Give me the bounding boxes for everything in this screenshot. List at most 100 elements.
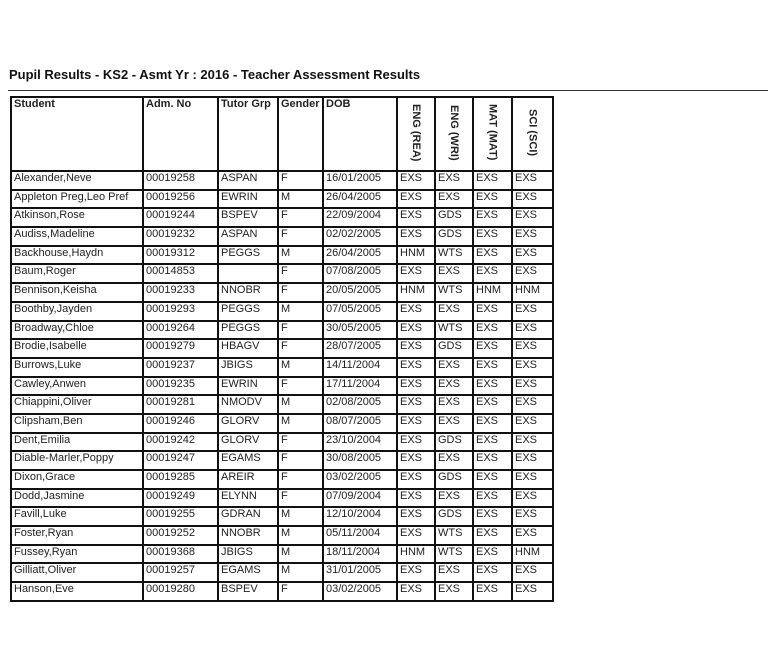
cell-eng-rea: EXS — [396, 581, 436, 602]
cell-student: Dent,Emilia — [10, 431, 144, 453]
cell-eng-rea: EXS — [396, 394, 436, 415]
header-gender[interactable]: Gender — [277, 96, 324, 172]
cell-eng-wri: WTS — [434, 282, 474, 303]
cell-adm-no: 00019257 — [142, 562, 219, 584]
header-eng-rea-label: ENG (REA) — [410, 103, 422, 162]
cell-adm-no: 00019249 — [142, 487, 219, 509]
cell-dob: 03/02/2005 — [322, 469, 398, 490]
cell-mat: EXS — [472, 394, 513, 415]
cell-dob: 23/10/2004 — [322, 431, 398, 453]
cell-eng-wri: EXS — [434, 394, 474, 415]
cell-gender: F — [277, 207, 324, 229]
cell-student: Favill,Luke — [10, 506, 144, 528]
header-dob[interactable]: DOB — [322, 96, 398, 172]
cell-eng-rea: EXS — [396, 450, 436, 471]
table-row: Dent,Emilia 00019242 GLORV F 23/10/2004 EXS GD… — [10, 431, 554, 453]
cell-sci: EXS — [511, 226, 554, 247]
cell-tutor-grp: PEGGS — [217, 300, 279, 322]
cell-sci: EXS — [511, 506, 554, 528]
cell-student: Alexander,Neve — [10, 170, 144, 191]
cell-mat: EXS — [472, 356, 513, 378]
table-row: Alexander,Neve 00019258 ASPAN F 16/01/2005 EX… — [10, 170, 554, 191]
cell-sci: EXS — [511, 188, 554, 210]
cell-eng-wri: EXS — [434, 487, 474, 509]
cell-mat: EXS — [472, 469, 513, 490]
table-row: Burrows,Luke 00019237 JBIGS M 14/11/2004 EXS E… — [10, 356, 554, 378]
header-mat-label: MAT (MAT) — [486, 104, 499, 161]
cell-dob: 17/11/2004 — [322, 375, 398, 397]
cell-student: Clipsham,Ben — [10, 412, 144, 434]
cell-tutor-grp: JBIGS — [217, 543, 279, 565]
table-row: Fussey,Ryan 00019368 JBIGS M 18/11/2004 HNM WT… — [10, 543, 554, 565]
cell-tutor-grp: BSPEV — [217, 207, 279, 229]
cell-eng-wri: EXS — [434, 412, 474, 434]
cell-eng-wri: EXS — [434, 170, 474, 191]
cell-dob: 26/04/2005 — [322, 188, 398, 210]
cell-eng-rea: EXS — [396, 188, 436, 210]
cell-gender: F — [277, 263, 324, 285]
cell-eng-rea: EXS — [396, 375, 436, 397]
cell-gender: M — [277, 188, 324, 210]
table-row: Audiss,Madeline 00019232 ASPAN F 02/02/2005 E… — [10, 226, 554, 247]
header-adm-no[interactable]: Adm. No — [142, 96, 219, 172]
cell-adm-no: 00019252 — [142, 525, 219, 546]
cell-adm-no: 00019281 — [142, 394, 219, 415]
cell-mat: EXS — [472, 543, 513, 565]
cell-mat: EXS — [472, 170, 513, 191]
header-tutor-grp[interactable]: Tutor Grp — [217, 96, 279, 172]
cell-student: Baum,Roger — [10, 263, 144, 285]
cell-tutor-grp: ASPAN — [217, 226, 279, 247]
cell-eng-wri: GDS — [434, 207, 474, 229]
cell-eng-wri: WTS — [434, 525, 474, 546]
cell-student: Brodie,Isabelle — [10, 338, 144, 359]
cell-sci: EXS — [511, 244, 554, 266]
cell-gender: F — [277, 469, 324, 490]
cell-sci: EXS — [511, 431, 554, 453]
cell-eng-rea: EXS — [396, 207, 436, 229]
cell-eng-wri: EXS — [434, 562, 474, 584]
cell-student: Burrows,Luke — [10, 356, 144, 378]
cell-eng-rea: EXS — [396, 300, 436, 322]
cell-mat: EXS — [472, 412, 513, 434]
cell-eng-rea: HNM — [396, 543, 436, 565]
cell-sci: EXS — [511, 207, 554, 229]
header-mat[interactable]: MAT (MAT) — [472, 96, 513, 172]
cell-eng-wri: EXS — [434, 581, 474, 602]
cell-sci: EXS — [511, 356, 554, 378]
cell-student: Dodd,Jasmine — [10, 487, 144, 509]
table-row: Hanson,Eve 00019280 BSPEV F 03/02/2005 EXS EXS… — [10, 581, 554, 602]
cell-mat: HNM — [472, 282, 513, 303]
table-row: Dixon,Grace 00019285 AREIR F 03/02/2005 EXS GD… — [10, 469, 554, 490]
cell-sci: EXS — [511, 319, 554, 341]
results-table: Student Adm. No Tutor Grp Gender DOB ENG… — [10, 96, 554, 602]
cell-gender: M — [277, 543, 324, 565]
cell-adm-no: 00019247 — [142, 450, 219, 471]
cell-adm-no: 00019237 — [142, 356, 219, 378]
cell-gender: M — [277, 244, 324, 266]
cell-dob: 18/11/2004 — [322, 543, 398, 565]
cell-sci: EXS — [511, 469, 554, 490]
cell-dob: 02/02/2005 — [322, 226, 398, 247]
cell-adm-no: 00019255 — [142, 506, 219, 528]
cell-student: Cawley,Anwen — [10, 375, 144, 397]
cell-tutor-grp: JBIGS — [217, 356, 279, 378]
cell-adm-no: 00019280 — [142, 581, 219, 602]
cell-student: Hanson,Eve — [10, 581, 144, 602]
cell-gender: F — [277, 170, 324, 191]
header-eng-wri[interactable]: ENG (WRI) — [434, 96, 474, 172]
cell-student: Boothby,Jayden — [10, 300, 144, 322]
cell-mat: EXS — [472, 431, 513, 453]
header-sci[interactable]: SCI (SCI) — [511, 96, 554, 172]
cell-mat: EXS — [472, 506, 513, 528]
cell-eng-wri: GDS — [434, 469, 474, 490]
cell-mat: EXS — [472, 581, 513, 602]
cell-eng-wri: GDS — [434, 338, 474, 359]
cell-mat: EXS — [472, 562, 513, 584]
header-eng-rea[interactable]: ENG (REA) — [396, 96, 436, 172]
table-row: Backhouse,Haydn 00019312 PEGGS M 26/04/2005 H… — [10, 244, 554, 266]
header-student[interactable]: Student — [10, 96, 144, 172]
cell-dob: 05/11/2004 — [322, 525, 398, 546]
cell-tutor-grp: ASPAN — [217, 170, 279, 191]
table-row: Foster,Ryan 00019252 NNOBR M 05/11/2004 EXS WT… — [10, 525, 554, 546]
cell-student: Audiss,Madeline — [10, 226, 144, 247]
